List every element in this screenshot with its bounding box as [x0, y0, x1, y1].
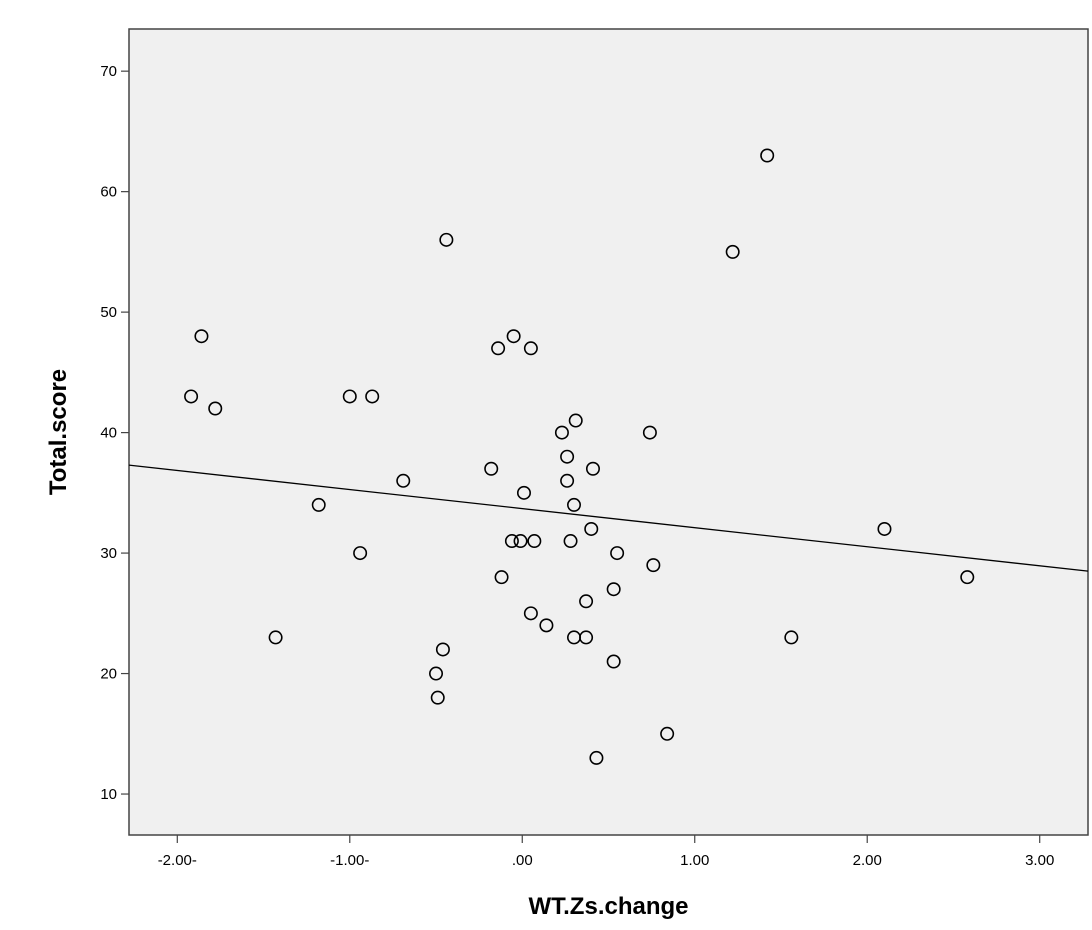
data-point: [504, 534, 519, 549]
data-point: [567, 497, 582, 512]
data-point: [429, 666, 444, 681]
data-points: [184, 148, 975, 765]
y-axis-title: Total.score: [45, 369, 72, 495]
data-point: [579, 630, 594, 645]
data-point: [660, 726, 675, 741]
data-point: [396, 473, 411, 488]
data-point: [606, 654, 621, 669]
data-point: [606, 582, 621, 597]
x-tick-label: .00: [512, 852, 533, 869]
data-point: [194, 329, 209, 344]
y-tick-label: 20: [100, 666, 117, 683]
data-point: [589, 750, 604, 765]
data-point: [560, 473, 575, 488]
data-point: [568, 413, 583, 428]
data-point: [610, 546, 625, 561]
data-point: [484, 461, 499, 476]
data-point: [523, 606, 538, 621]
data-point: [439, 232, 454, 247]
y-tick-label: 40: [100, 425, 117, 442]
x-tick-label: -1.00-: [330, 852, 369, 869]
data-point: [725, 244, 740, 259]
data-point: [579, 594, 594, 609]
data-point: [435, 642, 450, 657]
data-point: [365, 389, 380, 404]
data-point: [208, 401, 223, 416]
y-tick-label: 60: [100, 184, 117, 201]
y-tick-label: 50: [100, 304, 117, 321]
y-tick-label: 70: [100, 63, 117, 80]
data-point: [960, 570, 975, 585]
fit-line: [128, 464, 1089, 572]
data-point: [494, 570, 509, 585]
data-point: [784, 630, 799, 645]
data-point: [342, 389, 357, 404]
data-point: [760, 148, 775, 163]
data-point: [527, 534, 542, 549]
data-point: [513, 534, 528, 549]
data-point: [506, 329, 521, 344]
x-axis-title: WT.Zs.change: [528, 893, 688, 920]
data-point: [311, 497, 326, 512]
data-point: [585, 461, 600, 476]
data-point: [877, 521, 892, 536]
data-point: [491, 341, 506, 356]
data-point: [560, 449, 575, 464]
x-axis: -2.00- -1.00- .00 1.00 2.00 3.00: [158, 835, 1054, 869]
data-point: [268, 630, 283, 645]
x-tick-label: 3.00: [1025, 852, 1054, 869]
data-point: [642, 425, 657, 440]
data-point: [554, 425, 569, 440]
data-point: [563, 534, 578, 549]
data-point: [430, 690, 445, 705]
data-point: [646, 558, 661, 573]
data-point: [516, 485, 531, 500]
x-tick-label: 2.00: [853, 852, 882, 869]
x-tick-label: -2.00-: [158, 852, 197, 869]
data-point: [353, 546, 368, 561]
x-tick-label: 1.00: [680, 852, 709, 869]
data-point: [584, 521, 599, 536]
plot-area: [128, 28, 1089, 836]
data-point: [184, 389, 199, 404]
data-point: [523, 341, 538, 356]
y-axis: 10 20 30 40 50 60 70: [100, 63, 129, 803]
data-point: [539, 618, 554, 633]
y-tick-label: 30: [100, 545, 117, 562]
y-tick-label: 10: [100, 786, 117, 803]
